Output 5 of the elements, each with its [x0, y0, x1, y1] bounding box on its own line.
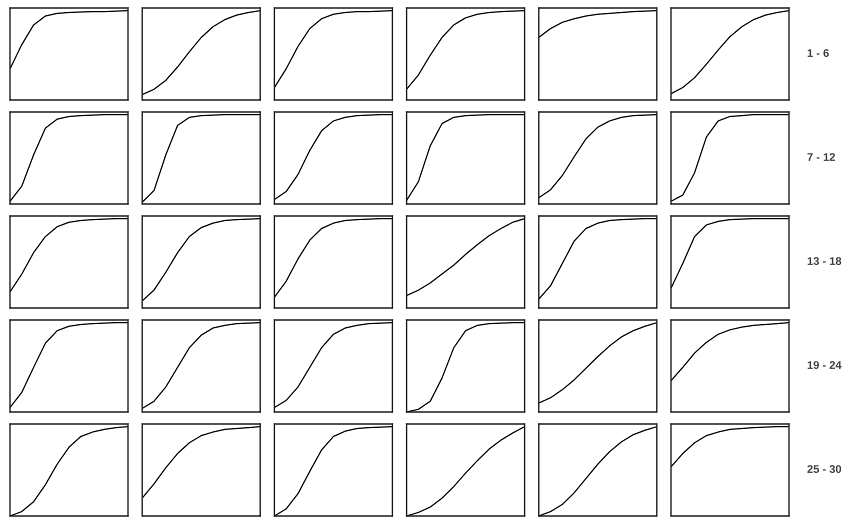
text: 19 - 24: [808, 361, 842, 369]
text: 7 - 12: [807, 153, 835, 161]
text: 13 - 18: [808, 257, 842, 265]
text: 1 - 6: [808, 49, 829, 57]
text: 25 - 30: [807, 465, 842, 473]
